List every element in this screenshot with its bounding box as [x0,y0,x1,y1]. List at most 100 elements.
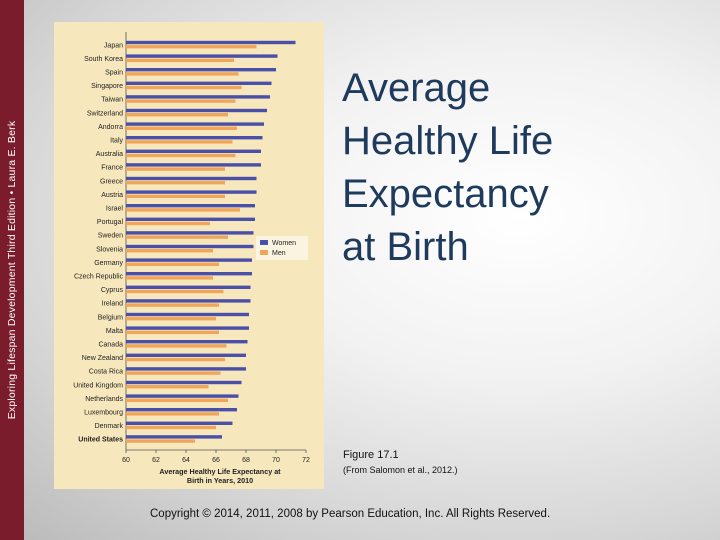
bar-men [126,167,225,171]
bar-women [126,299,251,303]
slide-title: Average Healthy Life Expectancy at Birth [342,66,554,269]
bar-men [126,385,209,389]
bar-women [126,353,246,357]
bar-men [126,412,219,416]
bar-women [126,163,261,167]
bar-men [126,289,224,294]
x-tick-label: 70 [272,457,280,464]
bar-men [126,317,216,321]
bar-women [126,408,237,412]
figure-source: (From Salomon et al., 2012.) [343,465,458,475]
bar-women [126,367,246,371]
bar-men [126,262,219,266]
bar-men [126,153,236,158]
y-tick-label: Belgium [98,314,123,321]
y-tick-label: Australia [96,151,123,158]
bar-women [126,217,255,221]
bar-men [126,249,213,253]
y-tick-label: Italy [110,138,123,145]
y-tick-label: United States [78,437,123,444]
y-tick-label: Ireland [102,301,124,308]
bar-men [126,357,225,362]
bar-men [126,194,225,198]
bar-women [126,54,278,58]
bar-men [126,235,228,239]
x-tick-label: 68 [242,457,250,464]
bar-women [126,136,263,140]
bar-women [126,285,251,289]
y-tick-label: Japan [104,42,123,49]
bar-women [126,258,252,262]
y-tick-label: Andorra [98,124,123,131]
y-tick-label: Luxembourg [84,410,123,417]
bar-men [126,344,227,348]
bar-women [126,340,248,344]
bar-women [126,68,276,72]
bar-men [126,58,234,62]
bar-men [126,126,237,130]
bar-men [126,85,242,90]
y-tick-label: Austria [101,192,123,199]
y-tick-label: Netherlands [85,396,123,403]
bar-women [126,81,272,85]
y-tick-label: Czech Republic [74,274,124,281]
bar-men [126,140,233,144]
sidebar-bar: Exploring Lifespan Development Third Edi… [0,0,24,540]
y-tick-label: Israel [106,206,124,213]
figure-label: Figure 17.1 [343,449,399,461]
x-tick-label: 66 [212,457,220,464]
y-tick-label: Sweden [98,233,123,240]
y-tick-label: France [101,165,123,172]
x-tick-label: 64 [182,457,190,464]
y-tick-label: Canada [98,342,123,349]
x-axis-label: Average Healthy Life Expectancy at Birth … [159,467,281,485]
figure-panel: Japan South Korea Spain Singapore Taiwan Swit… [54,22,324,489]
y-tick-label: Greece [100,178,123,185]
bar-women [126,421,233,425]
bar-women [126,231,254,235]
y-tick-label: Switzerland [87,110,123,117]
bar-men [126,439,195,443]
bar-men [126,398,228,402]
y-tick-label: Germany [94,260,123,267]
bar-women [126,244,254,249]
bar-women [126,190,257,194]
y-tick-label: Spain [105,70,123,77]
x-tick-label: 72 [302,457,310,464]
bar-women [126,435,222,439]
legend-label-men: Men [272,250,286,257]
bar-men [126,330,219,334]
bar-women [126,204,255,208]
bar-men [126,72,239,76]
bar-men [126,208,240,212]
y-tick-label: Denmark [95,423,124,430]
y-tick-label: New Zealand [82,355,123,362]
bar-women [126,380,242,385]
bar-chart: Japan South Korea Spain Singapore Taiwan Swit… [73,32,310,485]
y-tick-label: Cyprus [101,287,124,294]
y-tick-label: South Korea [84,56,123,63]
bar-men [126,221,210,226]
y-tick-label: Portugal [97,219,124,226]
bar-men [126,45,257,49]
bar-women [126,149,261,153]
bar-women [126,394,239,398]
bar-women [126,40,296,45]
legend-label-women: Women [272,240,296,247]
bar-men [126,99,236,103]
copyright-notice: Copyright © 2014, 2011, 2008 by Pearson … [150,508,551,520]
bar-men [126,371,221,375]
sidebar-book-title: Exploring Lifespan Development Third Edi… [6,120,18,420]
bar-men [126,276,213,280]
x-tick-label: 60 [122,457,130,464]
bar-men [126,303,219,307]
y-tick-label: United Kingdom [73,382,123,389]
bar-men [126,425,216,430]
y-tick-label: Slovenia [96,246,123,253]
bar-women [126,108,267,113]
y-tick-label: Malta [106,328,123,335]
y-tick-label: Costa Rica [89,369,123,376]
bar-women [126,272,252,276]
x-tick-label: 62 [152,457,160,464]
bar-women [126,122,264,126]
